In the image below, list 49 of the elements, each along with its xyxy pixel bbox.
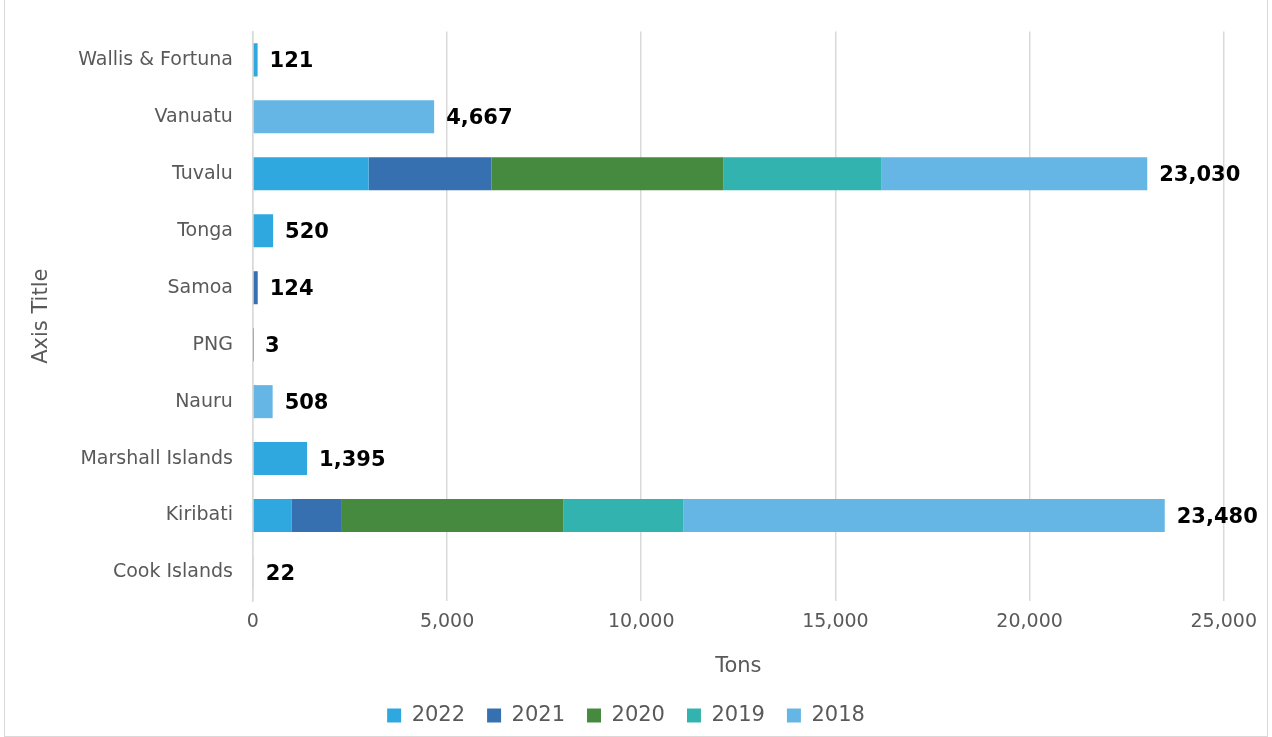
x-tick-label: 0 [246, 609, 259, 632]
total-label: 1,395 [319, 447, 386, 472]
total-label: 3 [265, 333, 280, 358]
total-label: 124 [269, 276, 314, 301]
y-tick-label: Kiribati [165, 502, 233, 525]
y-tick-label: Vanuatu [154, 103, 233, 126]
bar [881, 157, 1148, 191]
bar [253, 100, 435, 134]
y-tick-label: PNG [192, 331, 233, 354]
bar [723, 157, 882, 191]
total-label: 23,030 [1159, 162, 1241, 187]
total-label: 23,480 [1176, 504, 1258, 529]
x-tick-label: 25,000 [1190, 609, 1257, 632]
y-tick-label: Samoa [167, 274, 233, 297]
x-tick-label: 15,000 [802, 609, 869, 632]
x-tick-label: 10,000 [608, 609, 675, 632]
bar [563, 499, 684, 533]
bar [253, 442, 308, 476]
total-label: 22 [265, 560, 295, 585]
bar [491, 157, 724, 191]
bar [253, 214, 274, 248]
bar [253, 499, 292, 533]
y-tick-label: Tuvalu [170, 160, 233, 183]
x-axis-title: Tons [714, 652, 762, 677]
total-label: 520 [285, 219, 329, 244]
y-tick-label: Nauru [175, 388, 233, 411]
x-tick-label: 20,000 [996, 609, 1063, 632]
bar [253, 157, 369, 191]
bar [368, 157, 492, 191]
bar [253, 271, 258, 305]
legend-label: 2020 [611, 701, 665, 726]
legend-label: 2022 [411, 701, 466, 726]
legend-label: 2019 [711, 701, 765, 726]
y-tick-label: Cook Islands [112, 559, 233, 582]
total-label: 4,667 [446, 105, 513, 130]
bar [253, 385, 273, 419]
y-tick-label: Marshall Islands [80, 445, 233, 468]
bar [253, 43, 258, 77]
legend-label: 2021 [511, 701, 566, 726]
y-tick-label: Tonga [176, 217, 233, 240]
x-tick-label: 5,000 [419, 609, 475, 632]
bar [341, 499, 564, 533]
bar [683, 499, 1165, 533]
bar [291, 499, 342, 533]
total-label: 121 [269, 48, 314, 73]
y-axis-title: Axis Title [28, 268, 53, 364]
legend-label: 2018 [811, 701, 865, 726]
y-tick-label: Wallis & Fortuna [78, 46, 233, 69]
total-label: 508 [284, 390, 329, 415]
